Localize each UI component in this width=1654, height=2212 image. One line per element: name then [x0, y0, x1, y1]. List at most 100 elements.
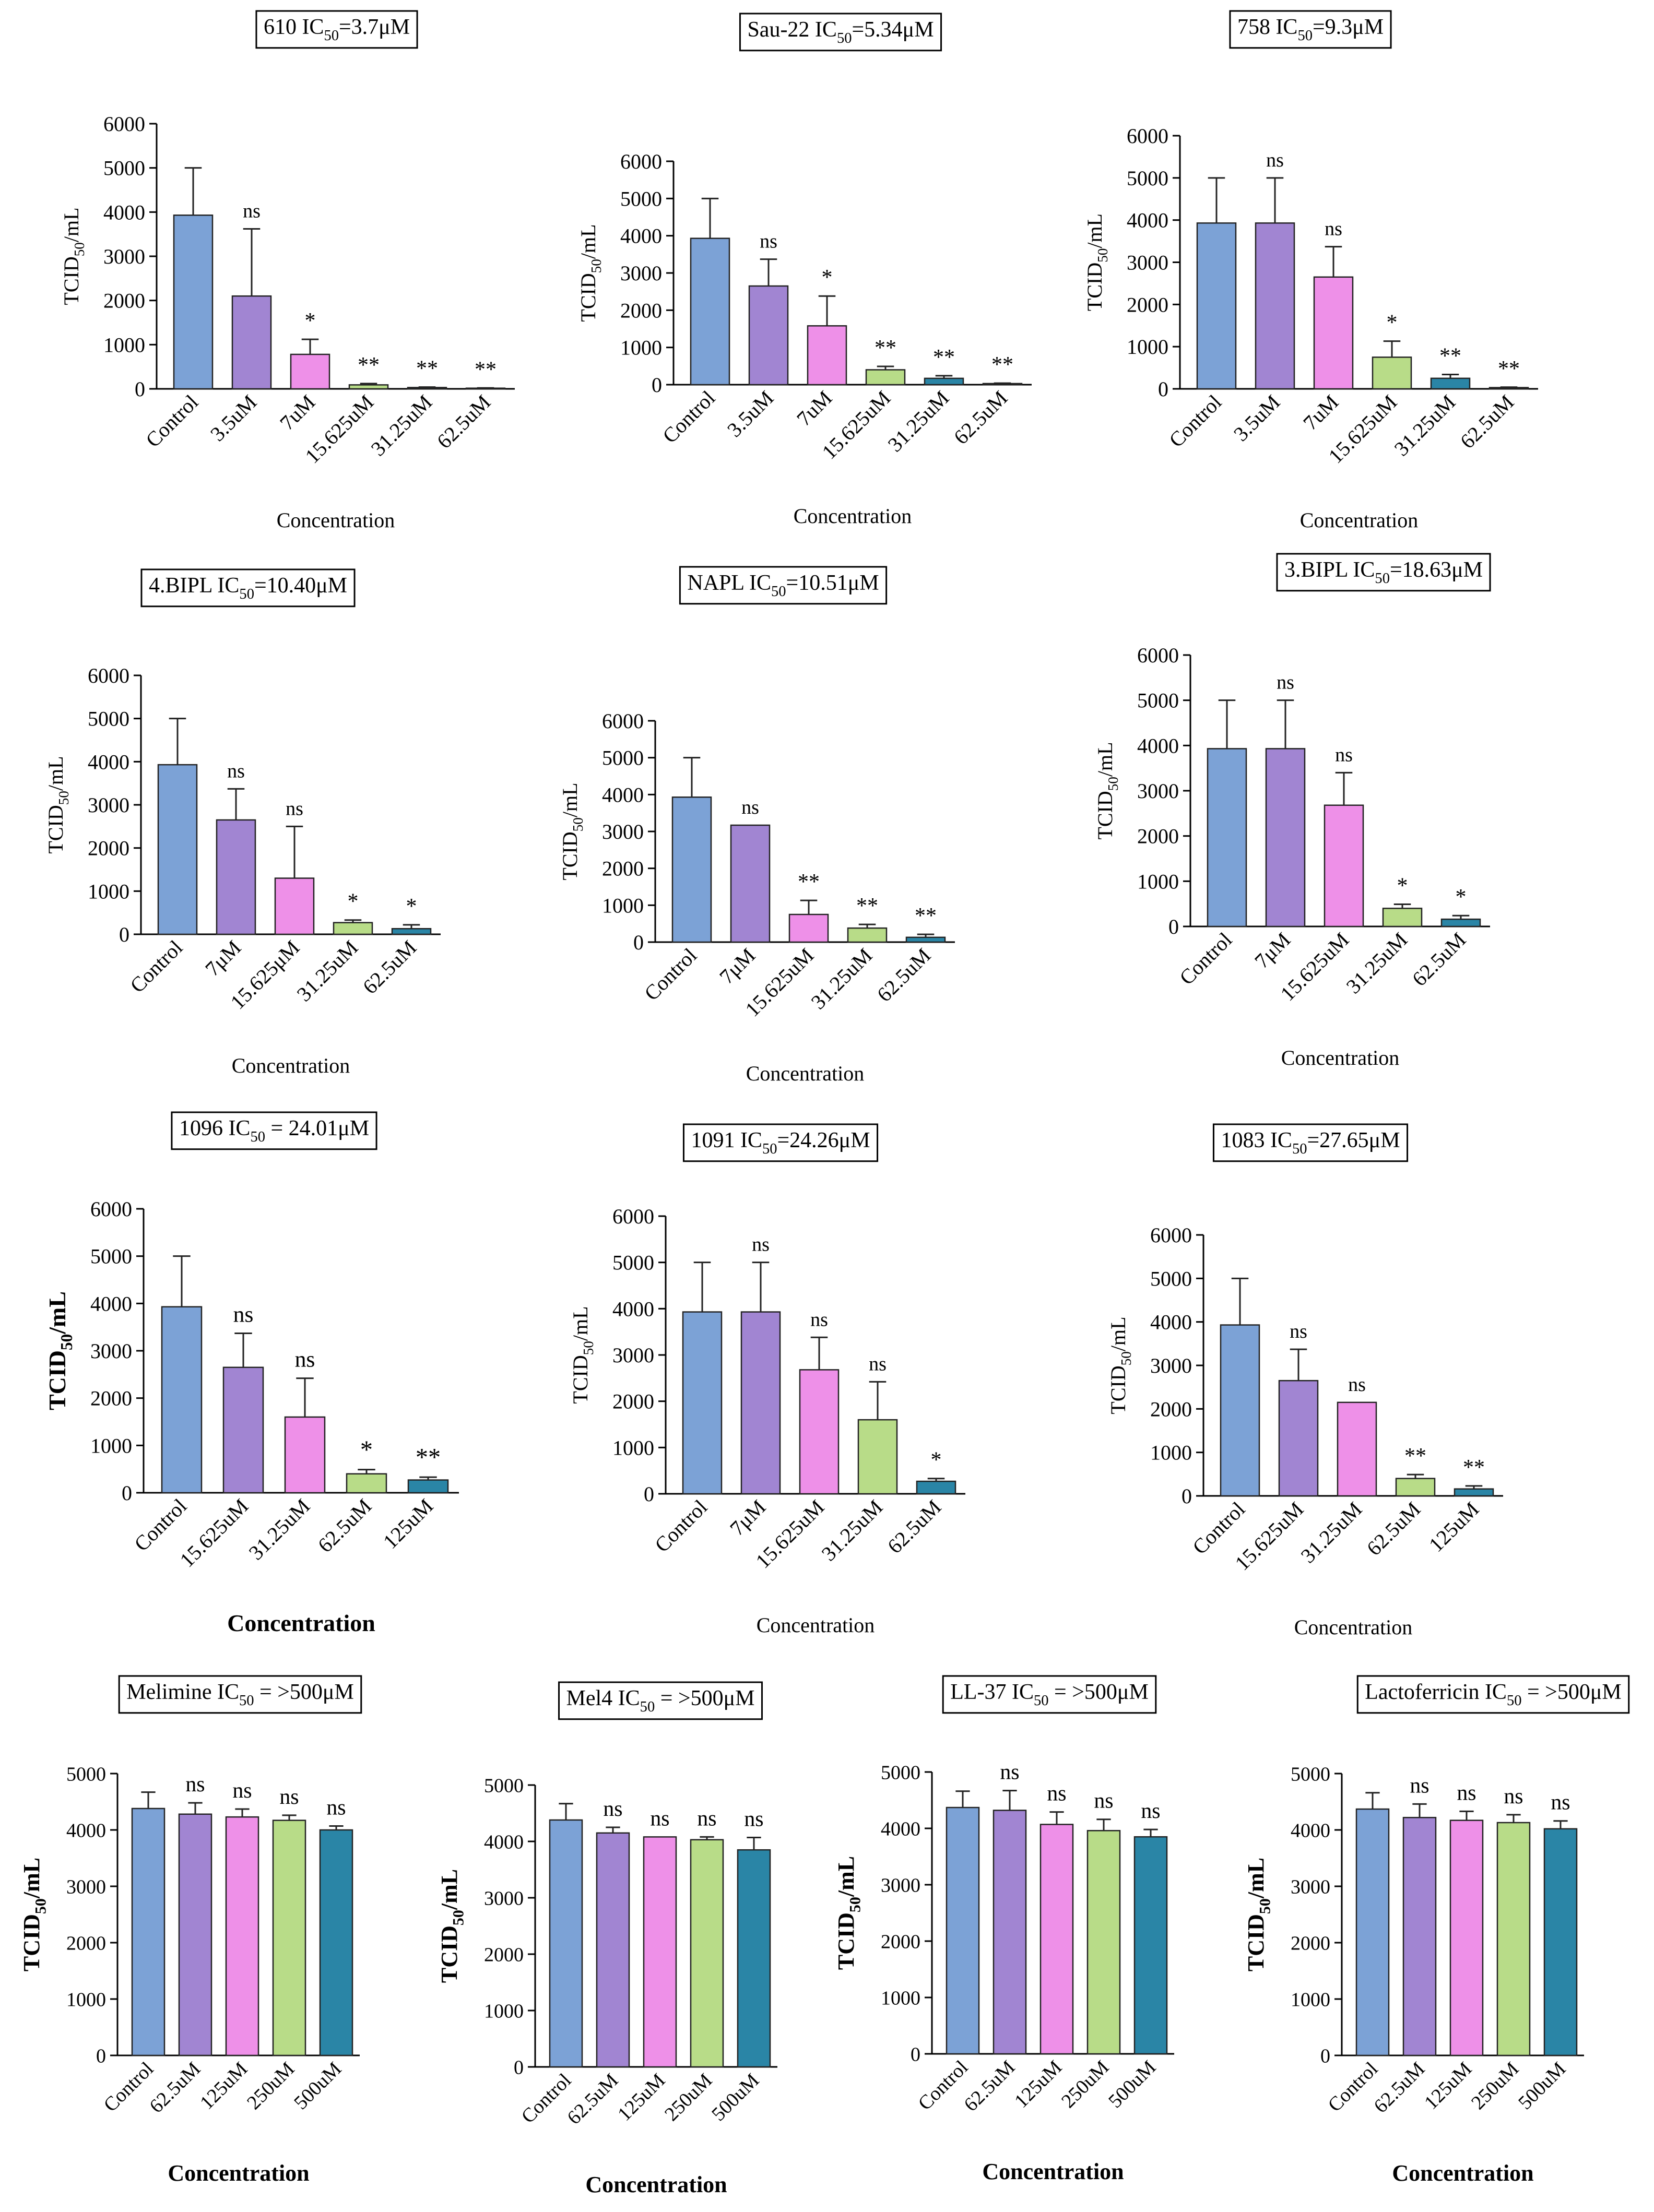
bar: [1382, 908, 1423, 927]
bar: [788, 913, 829, 943]
chart-svg: 610 IC50=3.7μM0100020003000400050006000T…: [60, 10, 515, 532]
y-tick-label: 3000: [1150, 1354, 1192, 1377]
chart-title-rest: =27.65μM: [1307, 1128, 1400, 1152]
bar: [290, 353, 330, 390]
y-tick-label: 1000: [66, 1989, 106, 2011]
y-tick-label: 5000: [1150, 1267, 1192, 1290]
chart-title: Sau-22 IC50=5.34μM: [747, 18, 934, 46]
y-axis-label-rest: /mL: [44, 756, 67, 791]
chart-title-sub: 50: [640, 1699, 655, 1715]
chart-title: 758 IC50=9.3μM: [1237, 15, 1384, 44]
bar: [1355, 1808, 1390, 2056]
chart-title: LL-37 IC50 = >500μM: [950, 1680, 1149, 1709]
significance-label: **: [991, 353, 1013, 377]
significance-label: ns: [1348, 1374, 1366, 1396]
y-tick-label: 4000: [484, 1831, 524, 1853]
significance-label: ns: [295, 1347, 315, 1372]
y-axis-label-main: TCID: [1106, 1365, 1130, 1414]
y-tick-label: 6000: [1150, 1223, 1192, 1247]
x-axis-label: Concentration: [585, 2172, 727, 2197]
y-tick-label: 0: [911, 2043, 920, 2065]
significance-label: **: [358, 353, 380, 377]
y-axis-label-main: TCID: [833, 1912, 859, 1970]
bar: [1430, 377, 1471, 390]
y-tick-label: 6000: [1127, 124, 1168, 148]
chart-svg: 1096 IC50 = 24.01μM010002000300040005000…: [44, 1111, 459, 1636]
chart-svg: Sau-22 IC50=5.34μM0100020003000400050006…: [576, 13, 1032, 528]
significance-label: ns: [1000, 1761, 1019, 1785]
x-tick-label: 7μM: [1250, 928, 1295, 973]
x-tick-label: 62.5uM: [872, 944, 936, 1007]
x-tick-label: 62.5uM: [432, 390, 495, 454]
x-tick-label: 7uM: [275, 390, 320, 435]
y-tick-label: 2000: [484, 1944, 524, 1966]
x-tick-label: 500uM: [290, 2058, 346, 2114]
chart-title-rest: =9.3μM: [1313, 15, 1384, 39]
chart-title-sub: 50: [762, 1141, 777, 1157]
x-axis-label: Concentration: [1281, 1046, 1400, 1069]
y-tick-label: 4000: [1127, 209, 1168, 232]
x-axis-label: Concentration: [746, 1062, 865, 1085]
chart-title-rest: = >500μM: [1049, 1680, 1149, 1704]
chart-title-main: 1096 IC: [179, 1116, 251, 1140]
x-tick-label: 62.5uM: [313, 1494, 376, 1557]
chart-title-main: 3.BIPL IC: [1284, 558, 1375, 582]
y-axis-label: TCID50/mL: [1243, 1858, 1273, 1971]
x-tick-label: 500uM: [707, 2070, 763, 2125]
significance-label: *: [406, 895, 417, 919]
y-tick-label: 4000: [103, 200, 145, 224]
chart-title-sub: 50: [1375, 570, 1390, 587]
chart-title-main: 610 IC: [264, 15, 324, 39]
y-axis-label: TCID50/mL: [558, 782, 586, 880]
y-axis-label: TCID50/mL: [436, 1869, 467, 1983]
chart-title-frame: [682, 1123, 879, 1162]
x-tick-label: Control: [1175, 928, 1236, 990]
y-tick-label: 2000: [88, 837, 129, 860]
chart-title-main: 4.BIPL IC: [149, 574, 239, 598]
chart-title-main: Mel4 IC: [566, 1686, 640, 1710]
y-tick-label: 3000: [602, 820, 644, 843]
bar: [1449, 1819, 1484, 2056]
chart-title: 3.BIPL IC50=18.63μM: [1284, 558, 1483, 587]
x-tick-label: 31.25uM: [883, 386, 954, 457]
chart-title-rest: =10.40μM: [254, 574, 347, 598]
significance-label: ns: [1094, 1789, 1113, 1813]
bar: [348, 384, 389, 390]
y-tick-label: 0: [122, 1481, 132, 1505]
y-axis-label-main: TCID: [44, 805, 67, 853]
significance-label: ns: [752, 1234, 770, 1256]
y-tick-label: 4000: [88, 750, 129, 774]
x-tick-label: 125uM: [1010, 2056, 1066, 2112]
bar: [319, 1829, 353, 2056]
x-tick-label: 125uM: [613, 2070, 669, 2125]
bar: [1196, 222, 1237, 390]
y-axis-label-rest: /mL: [1106, 1316, 1130, 1351]
significance-label: **: [798, 870, 820, 894]
x-tick-label: Control: [658, 386, 719, 448]
chart-svg: 1083 IC50=27.65μM01000200030004000500060…: [1106, 1123, 1503, 1639]
x-tick-label: 250uM: [1467, 2058, 1523, 2114]
chart-panel: 1091 IC50=24.26μM 0 1000 2000 3000 4000 5000 60…: [527, 1101, 1049, 1665]
y-axis-label-sub: 50: [1256, 1898, 1273, 1914]
chart-title-box: Lactoferricin IC50 = >500μM: [1356, 1675, 1630, 1714]
chart-panel: 1096 IC50 = 24.01μM 0 1000 2000 3000 4000 5000…: [16, 1101, 538, 1665]
y-tick-label: 2000: [1291, 1932, 1330, 1954]
y-tick-label: 0: [1320, 2045, 1330, 2067]
y-tick-label: 0: [119, 923, 129, 946]
bar: [1395, 1478, 1436, 1497]
bar: [1324, 804, 1364, 927]
y-axis-label: TCID50/mL: [19, 1858, 49, 1971]
bar: [737, 1849, 771, 2068]
chart-title-rest: =5.34μM: [852, 18, 934, 42]
y-tick-label: 1000: [90, 1434, 132, 1457]
y-axis-label-sub: 50: [57, 1334, 76, 1350]
y-axis-label-sub: 50: [32, 1898, 49, 1914]
chart-svg: Mel4 IC50 = >500μM010002000300040005000T…: [436, 1681, 777, 2197]
chart-title: 1091 IC50=24.26μM: [691, 1128, 870, 1157]
significance-label: *: [348, 890, 359, 914]
y-tick-label: 2000: [90, 1387, 132, 1410]
y-tick-label: 2000: [1127, 293, 1168, 316]
bar: [799, 1369, 840, 1495]
x-tick-label: Control: [914, 2056, 973, 2115]
significance-label: **: [856, 894, 878, 918]
